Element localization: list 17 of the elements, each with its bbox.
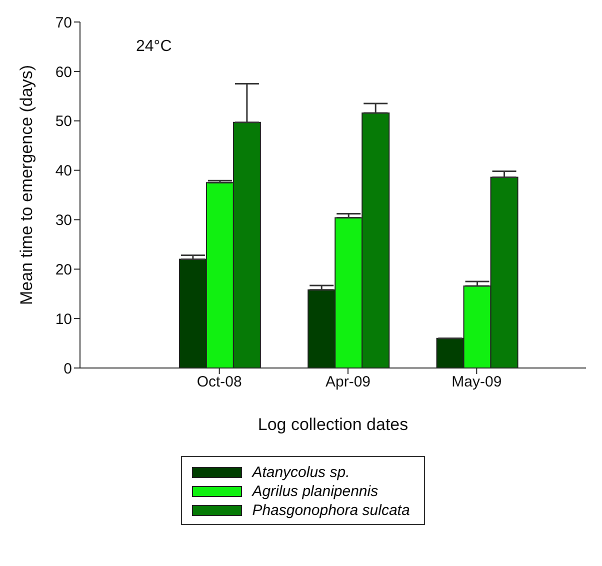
x-tick-label: Oct-08 <box>196 374 242 391</box>
y-tick-label: 70 <box>55 14 72 32</box>
y-axis-title: Mean time to emergence (days) <box>17 65 36 305</box>
y-tick-label: 20 <box>55 261 72 278</box>
y-tick-label: 60 <box>55 64 72 81</box>
x-tick-label: May-09 <box>452 374 502 391</box>
x-tick-label: Apr-09 <box>325 374 371 391</box>
x-axis-title: Log collection dates <box>258 415 408 434</box>
legend-label: Atanycolus sp. <box>252 464 350 481</box>
y-tick-label: 0 <box>64 360 72 378</box>
y-tick-label: 50 <box>55 113 72 130</box>
y-tick-label: 40 <box>55 162 72 180</box>
annotation: 24°C <box>136 38 172 56</box>
legend-label: Phasgonophora sulcata <box>252 502 410 519</box>
legend-label: Agrilus planipennis <box>252 483 378 500</box>
y-tick-label: 10 <box>55 310 72 328</box>
y-tick-label: 30 <box>55 212 72 230</box>
